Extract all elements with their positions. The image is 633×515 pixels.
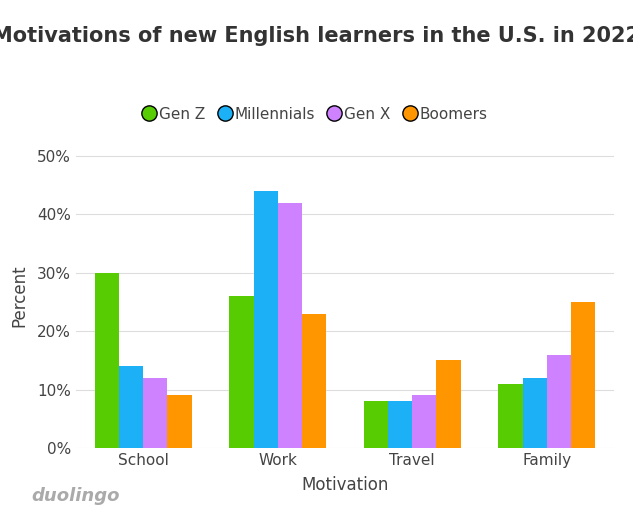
X-axis label: Motivation: Motivation: [301, 476, 389, 494]
Bar: [302, 314, 326, 448]
Bar: [364, 401, 388, 448]
Bar: [523, 378, 547, 448]
Bar: [412, 396, 436, 448]
Bar: [388, 401, 412, 448]
Bar: [571, 302, 595, 448]
Y-axis label: Percent: Percent: [11, 265, 28, 328]
Bar: [119, 366, 143, 448]
Text: Motivations of new English learners in the U.S. in 2022: Motivations of new English learners in t…: [0, 26, 633, 46]
Bar: [143, 378, 167, 448]
Bar: [547, 354, 571, 448]
Bar: [278, 202, 302, 448]
Bar: [437, 360, 461, 448]
Legend: Gen Z, Millennials, Gen X, Boomers: Gen Z, Millennials, Gen X, Boomers: [139, 100, 494, 129]
Bar: [253, 191, 278, 448]
Text: duolingo: duolingo: [32, 487, 120, 505]
Bar: [95, 273, 119, 448]
Bar: [498, 384, 523, 448]
Bar: [167, 396, 192, 448]
Bar: [229, 296, 253, 448]
